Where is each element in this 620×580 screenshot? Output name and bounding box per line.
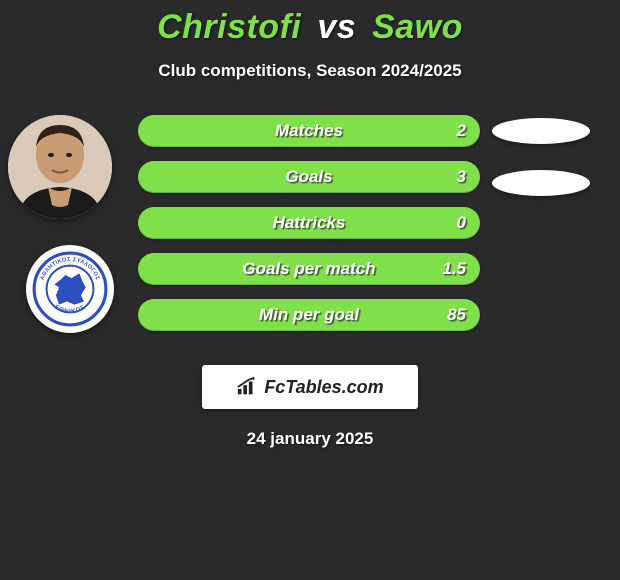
- bar-value: 3: [457, 161, 466, 193]
- bar-value: 85: [447, 299, 466, 331]
- bar-value: 1.5: [442, 253, 466, 285]
- bar-goals: Goals 3: [138, 161, 480, 193]
- brand-text: FcTables.com: [264, 377, 383, 398]
- date-text: 24 january 2025: [0, 429, 620, 449]
- ellipse-icon: [492, 118, 590, 144]
- bar-label: Goals per match: [138, 253, 480, 285]
- bar-min-per-goal: Min per goal 85: [138, 299, 480, 331]
- bar-value: 2: [457, 115, 466, 147]
- bar-value: 0: [457, 207, 466, 239]
- player-avatar: [8, 115, 112, 219]
- stats-bars: Matches 2 Goals 3 Hattricks 0 Goals per …: [138, 115, 480, 345]
- right-ellipses: [492, 115, 602, 222]
- bar-label: Matches: [138, 115, 480, 147]
- player2-name: Sawo: [372, 8, 463, 46]
- bar-hattricks: Hattricks 0: [138, 207, 480, 239]
- bar-label: Goals: [138, 161, 480, 193]
- brand-badge: FcTables.com: [202, 365, 418, 409]
- club-badge: ΑΘΛΗΤΙΚΟΣ ΣΥΛΛΟΓΟΣ ΕΘΝΙΚΟΣ: [26, 245, 114, 333]
- infographic-root: Christofi vs Sawo Club competitions, Sea…: [0, 0, 620, 449]
- bar-matches: Matches 2: [138, 115, 480, 147]
- chart-icon: [236, 377, 258, 397]
- player1-name: Christofi: [157, 8, 301, 46]
- page-title: Christofi vs Sawo: [0, 8, 620, 47]
- ellipse-icon: [492, 170, 590, 196]
- bar-label: Hattricks: [138, 207, 480, 239]
- bar-label: Min per goal: [138, 299, 480, 331]
- vs-text: vs: [317, 8, 356, 46]
- bar-goals-per-match: Goals per match 1.5: [138, 253, 480, 285]
- main-panel: ΑΘΛΗΤΙΚΟΣ ΣΥΛΛΟΓΟΣ ΕΘΝΙΚΟΣ Matches 2 Goa…: [0, 115, 620, 355]
- avatar-icon: [8, 115, 112, 219]
- badge-icon: ΑΘΛΗΤΙΚΟΣ ΣΥΛΛΟΓΟΣ ΕΘΝΙΚΟΣ: [31, 250, 109, 328]
- subtitle: Club competitions, Season 2024/2025: [0, 61, 620, 81]
